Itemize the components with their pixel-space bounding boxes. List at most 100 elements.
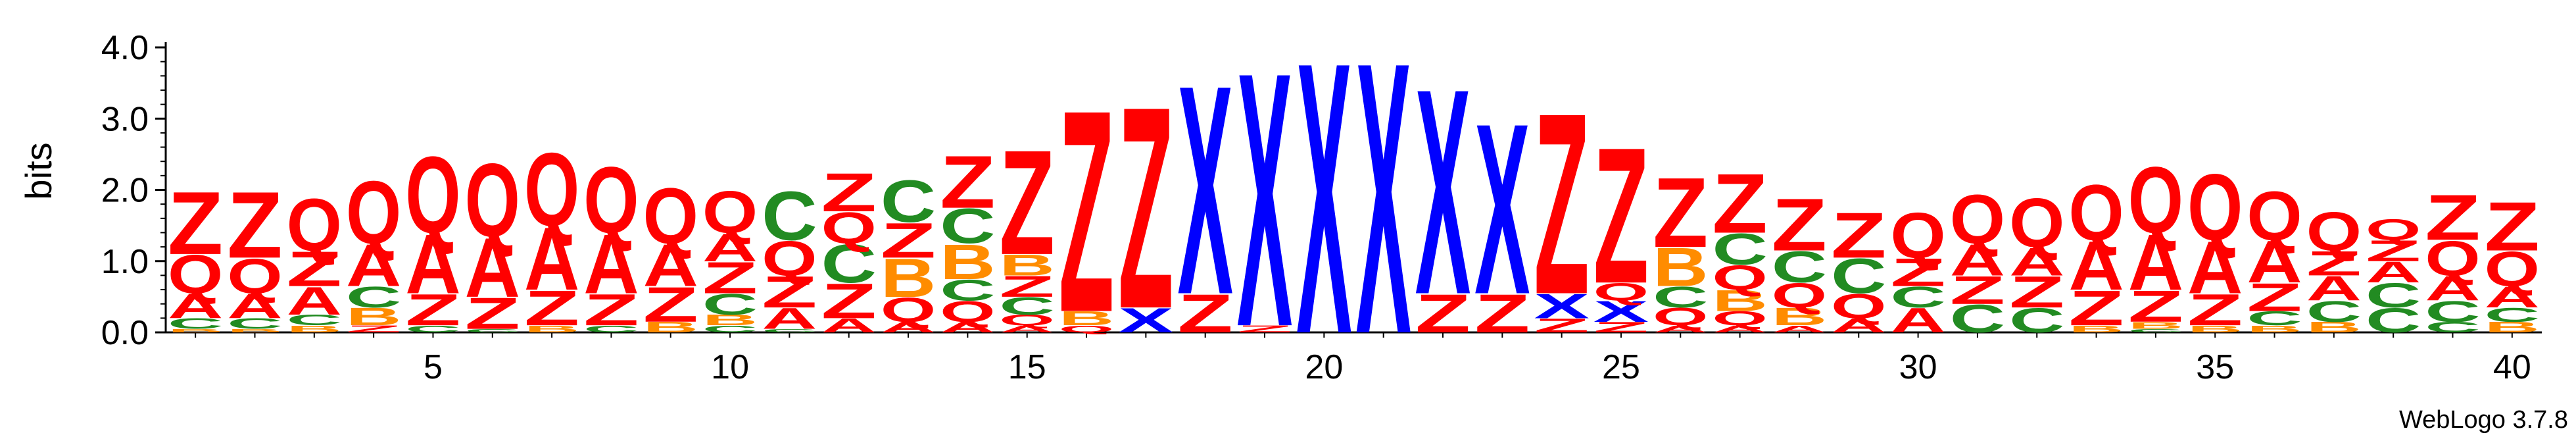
logo-letter-a: A <box>346 232 401 299</box>
logo-column: ZX <box>1178 23 1234 357</box>
logo-letter-c: C <box>227 315 282 332</box>
x-tick-label: 25 <box>1602 348 1640 386</box>
logo-letter-q: Q <box>2485 241 2540 297</box>
logo-letter-x: X <box>1296 0 1352 415</box>
logo-letter-c: C <box>465 328 520 333</box>
y-tick-label: 3.0 <box>101 100 149 138</box>
logo-glyph-stacks: BCAQZBCAQZBCAZQZBCAQCZAQCZAQBZAQCZAQBZAQ… <box>168 0 2540 415</box>
logo-letter-c: C <box>2009 301 2064 340</box>
logo-letter-a: A <box>881 319 936 336</box>
logo-column: ZX <box>1237 0 1293 402</box>
logo-letter-c: C <box>762 328 817 333</box>
logo-letter-a: A <box>940 319 995 336</box>
logo-letter-c: C <box>2128 328 2183 333</box>
logo-letter-z: Z <box>1772 183 1827 267</box>
logo-letter-a: A <box>1831 315 1886 337</box>
logo-letter-x: X <box>1593 295 1649 328</box>
logo-letter-x: X <box>1118 301 1173 340</box>
logo-letter-q: Q <box>2068 168 2124 257</box>
logo-letter-c: C <box>168 315 223 332</box>
logo-letter-b: B <box>168 328 223 333</box>
logo-letter-b: B <box>881 247 936 309</box>
logo-letter-q: Q <box>1772 276 1827 315</box>
logo-letter-x: X <box>1534 286 1589 326</box>
logo-letter-b: B <box>2485 319 2540 336</box>
logo-letter-q: Q <box>1890 199 1945 271</box>
logo-letter-z: Z <box>1593 107 1649 324</box>
logo-letter-q: Q <box>227 248 282 304</box>
logo-letter-q: Q <box>2187 154 2243 259</box>
x-axis: 5 10 15 20 25 30 35 40 <box>166 331 2542 386</box>
logo-letter-z: Z <box>940 140 995 224</box>
logo-letter-x: X <box>1356 0 1412 415</box>
logo-letter-c: C <box>583 323 639 334</box>
logo-letter-c: C <box>2366 301 2421 340</box>
logo-letter-b: B <box>1712 284 1767 318</box>
logo-column: ZXZ <box>1534 60 1589 349</box>
logo-letter-c: C <box>940 198 995 254</box>
logo-letter-c: C <box>405 323 460 334</box>
logo-letter-a: A <box>1000 323 1055 334</box>
logo-letter-z: Z <box>762 267 817 317</box>
logo-letter-b: B <box>524 323 579 334</box>
logo-letter-c: C <box>1890 280 1945 314</box>
logo-letter-a: A <box>2068 226 2124 305</box>
logo-letter-z: Z <box>287 241 342 297</box>
logo-letter-q: Q <box>583 147 639 253</box>
logo-letter-c: C <box>1772 242 1827 292</box>
logo-letter-b: B <box>1059 307 1114 330</box>
logo-column: X <box>1356 0 1412 415</box>
logo-letter-z: Z <box>821 273 877 329</box>
logo-letter-a: A <box>227 287 282 326</box>
logo-letter-z: Z <box>702 253 758 303</box>
logo-letter-a: A <box>702 225 758 270</box>
logo-letter-b: B <box>702 312 758 328</box>
logo-letter-a: A <box>2306 269 2362 308</box>
x-tick-label: 40 <box>2493 348 2531 386</box>
logo-letter-b: B <box>2068 323 2124 334</box>
logo-column: ZX <box>1415 28 1471 356</box>
logo-letter-z: Z <box>1000 119 1055 286</box>
logo-letter-c: C <box>762 176 817 255</box>
logo-letter-q: Q <box>2425 230 2480 286</box>
logo-letter-c: C <box>821 234 877 295</box>
logo-letter-z: Z <box>1593 319 1649 335</box>
logo-letter-z: Z <box>465 289 520 339</box>
logo-letter-c: C <box>1000 292 1055 320</box>
logo-letter-z: Z <box>821 163 877 224</box>
logo-letter-c: C <box>940 273 995 307</box>
logo-letter-q: Q <box>1831 287 1886 326</box>
logo-letter-q: Q <box>465 142 520 259</box>
logo-letter-c: C <box>881 168 936 235</box>
y-axis: 0.0 1.0 2.0 3.0 4.0 <box>101 29 167 352</box>
logo-letter-a: A <box>2485 280 2540 314</box>
logo-letter-b: B <box>1653 237 1708 298</box>
logo-letter-q: Q <box>2366 213 2421 246</box>
logo-letter-a: A <box>2009 240 2064 284</box>
logo-letter-z: Z <box>2306 244 2362 283</box>
logo-letter-q: Q <box>1712 307 1767 330</box>
logo-letter-x: X <box>1178 23 1234 357</box>
logo-letter-a: A <box>524 209 579 309</box>
y-axis-label: bits <box>18 142 59 199</box>
logo-letter-c: C <box>2425 319 2480 336</box>
logo-letter-q: Q <box>643 172 698 261</box>
logo-letter-z: Z <box>2247 275 2302 320</box>
logo-letter-a: A <box>762 302 817 336</box>
logo-letter-a: A <box>1653 323 1708 334</box>
logo-letter-c: C <box>287 312 342 328</box>
logo-letter-z: Z <box>2009 267 2064 317</box>
x-tick-label: 10 <box>711 348 749 386</box>
